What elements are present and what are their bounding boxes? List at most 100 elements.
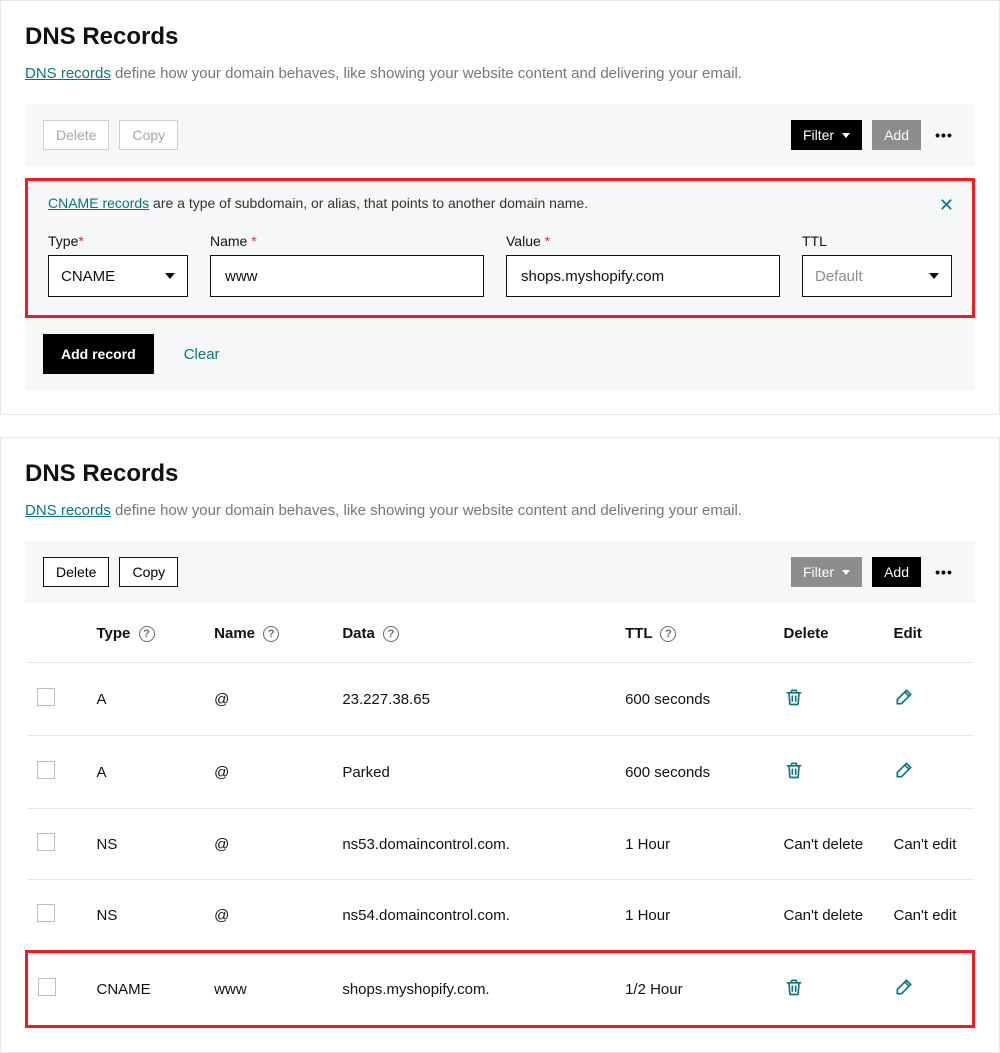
dns-panel-list: DNS Records DNS records define how your …: [0, 437, 1000, 1053]
dns-records-table: Type ? Name ? Data ? TTL ? Delete Edit A…: [25, 603, 975, 1028]
cell-ttl: 600 seconds: [615, 663, 773, 736]
table-row: A@23.227.38.65600 seconds: [27, 663, 974, 736]
chevron-down-icon: [842, 570, 850, 575]
cell-name: @: [204, 736, 332, 809]
ttl-select-value: Default: [815, 268, 863, 285]
cell-type: NS: [87, 880, 205, 952]
page-title: DNS Records: [25, 460, 975, 488]
row-checkbox[interactable]: [38, 978, 56, 996]
edit-icon[interactable]: [894, 760, 914, 780]
value-input-wrapper: [506, 255, 780, 297]
row-checkbox[interactable]: [37, 904, 55, 922]
help-icon[interactable]: ?: [383, 626, 399, 642]
table-row: A@Parked600 seconds: [27, 736, 974, 809]
delete-button[interactable]: Delete: [43, 557, 109, 587]
dns-subtitle: DNS records define how your domain behav…: [25, 65, 975, 82]
chevron-down-icon: [165, 273, 175, 279]
trash-icon[interactable]: [784, 687, 804, 707]
dns-records-link[interactable]: DNS records: [25, 502, 111, 519]
table-row: CNAMEwwwshops.myshopify.com.1/2 Hour: [27, 952, 974, 1027]
type-select[interactable]: CNAME: [48, 255, 188, 297]
row-checkbox[interactable]: [37, 833, 55, 851]
cell-data: Parked: [332, 736, 615, 809]
edit-icon[interactable]: [894, 687, 914, 707]
cell-name: @: [204, 809, 332, 880]
dns-subtitle-text: define how your domain behaves, like sho…: [111, 502, 742, 519]
filter-button[interactable]: Filter: [791, 557, 862, 587]
add-record-button[interactable]: Add record: [43, 334, 154, 374]
filter-label: Filter: [803, 564, 834, 580]
table-row: NS@ns54.domaincontrol.com.1 HourCan't de…: [27, 880, 974, 952]
cell-edit: [884, 663, 974, 736]
chevron-down-icon: [929, 273, 939, 279]
name-input-wrapper: [210, 255, 484, 297]
filter-button[interactable]: Filter: [791, 120, 862, 150]
cell-data: ns54.domaincontrol.com.: [332, 880, 615, 952]
type-select-value: CNAME: [61, 268, 115, 285]
cname-form-highlight: ✕ CNAME records are a type of subdomain,…: [25, 178, 975, 318]
table-row: NS@ns53.domaincontrol.com.1 HourCan't de…: [27, 809, 974, 880]
cname-description: CNAME records are a type of subdomain, o…: [48, 195, 952, 211]
help-icon[interactable]: ?: [660, 626, 676, 642]
cname-records-link[interactable]: CNAME records: [48, 195, 149, 211]
cell-data: ns53.domaincontrol.com.: [332, 809, 615, 880]
trash-icon[interactable]: [784, 977, 804, 997]
cell-name: @: [204, 663, 332, 736]
value-input[interactable]: [519, 267, 767, 286]
cell-delete: Can't delete: [774, 880, 884, 952]
col-checkbox: [27, 603, 87, 663]
close-icon[interactable]: ✕: [939, 195, 954, 216]
form-actions: Add record Clear: [25, 318, 975, 390]
filter-label: Filter: [803, 127, 834, 143]
help-icon[interactable]: ?: [263, 626, 279, 642]
cell-type: A: [87, 736, 205, 809]
col-data: Data ?: [332, 603, 615, 663]
name-input[interactable]: [223, 267, 471, 286]
add-button[interactable]: Add: [872, 557, 921, 587]
dns-subtitle-text: define how your domain behaves, like sho…: [111, 65, 742, 82]
page-title: DNS Records: [25, 23, 975, 51]
cell-edit: [884, 736, 974, 809]
col-name: Name ?: [204, 603, 332, 663]
cell-delete: [774, 736, 884, 809]
row-checkbox[interactable]: [37, 688, 55, 706]
toolbar: Delete Copy Filter Add •••: [25, 541, 975, 603]
col-edit: Edit: [884, 603, 974, 663]
cell-type: NS: [87, 809, 205, 880]
copy-button[interactable]: Copy: [119, 120, 178, 150]
name-label: Name *: [210, 233, 484, 249]
trash-icon[interactable]: [784, 760, 804, 780]
edit-icon[interactable]: [894, 977, 914, 997]
dns-records-link[interactable]: DNS records: [25, 65, 111, 82]
ttl-label: TTL: [802, 233, 952, 249]
ttl-select[interactable]: Default: [802, 255, 952, 297]
toolbar: Delete Copy Filter Add •••: [25, 104, 975, 166]
chevron-down-icon: [842, 133, 850, 138]
row-checkbox[interactable]: [37, 761, 55, 779]
help-icon[interactable]: ?: [139, 626, 155, 642]
dns-panel-add: DNS Records DNS records define how your …: [0, 0, 1000, 415]
cell-ttl: 1 Hour: [615, 880, 773, 952]
cell-data: shops.myshopify.com.: [332, 952, 615, 1027]
value-label: Value *: [506, 233, 780, 249]
cell-delete: [774, 952, 884, 1027]
cname-desc-text: are a type of subdomain, or alias, that …: [149, 195, 588, 211]
cell-type: A: [87, 663, 205, 736]
cell-ttl: 1 Hour: [615, 809, 773, 880]
add-button[interactable]: Add: [872, 120, 921, 150]
cell-edit: Can't edit: [884, 880, 974, 952]
cell-ttl: 1/2 Hour: [615, 952, 773, 1027]
clear-link[interactable]: Clear: [184, 346, 220, 363]
copy-button[interactable]: Copy: [119, 557, 178, 587]
more-menu-icon[interactable]: •••: [931, 564, 957, 580]
more-menu-icon[interactable]: •••: [931, 127, 957, 143]
delete-button[interactable]: Delete: [43, 120, 109, 150]
col-type: Type ?: [87, 603, 205, 663]
cell-edit: Can't edit: [884, 809, 974, 880]
cell-delete: [774, 663, 884, 736]
col-delete: Delete: [774, 603, 884, 663]
cell-data: 23.227.38.65: [332, 663, 615, 736]
cell-type: CNAME: [87, 952, 205, 1027]
cell-name: @: [204, 880, 332, 952]
col-ttl: TTL ?: [615, 603, 773, 663]
